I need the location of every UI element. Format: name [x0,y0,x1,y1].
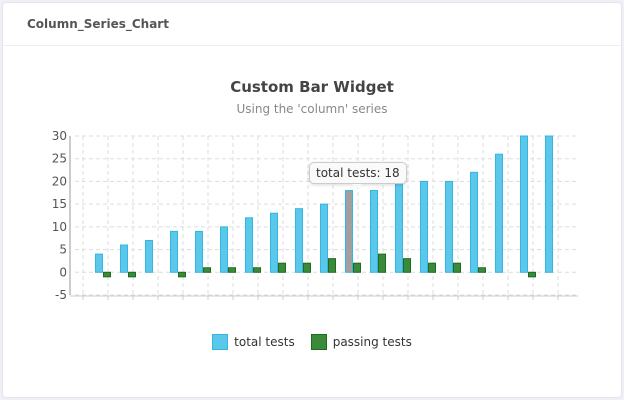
tooltip: total tests: 18 [309,162,407,189]
y-tick-label: 5 [59,243,67,257]
y-tick-label: 10 [52,220,67,234]
bar-passing-tests [478,267,486,273]
bar-passing-tests [328,258,336,273]
bar-total-tests [445,180,453,273]
bar-total-tests [495,153,503,273]
bar-total-tests [545,135,553,273]
y-tick-label: 20 [52,174,67,188]
bar-passing-tests [378,253,386,273]
y-tick-label: 25 [52,152,67,166]
chart-title: Custom Bar Widget [230,78,394,96]
bar-total-tests [420,180,428,273]
bar-passing-tests [278,262,286,273]
bar-passing-tests [353,262,361,273]
legend-item-passing-tests[interactable]: passing tests [310,334,412,350]
card-title: Column_Series_Chart [3,3,621,46]
bar-total-tests [270,212,278,273]
legend-swatch-total [212,334,229,350]
bar-total-tests [295,208,303,273]
bar-total-tests [345,190,353,273]
legend: total tests passing tests [0,334,624,350]
bar-passing-tests [303,262,311,273]
bar-passing-tests [428,262,436,273]
bar-total-tests [120,244,128,273]
chart-subtitle: Using the 'column' series [236,102,387,116]
legend-label: total tests [234,335,295,349]
bar-passing-tests [203,267,211,273]
legend-label: passing tests [332,335,412,349]
bar-total-tests [95,253,103,273]
y-tick-label: 15 [52,197,67,211]
y-tick-label: 30 [52,129,67,143]
bar-passing-tests [528,271,536,278]
bar-total-tests [395,180,403,273]
legend-item-total-tests[interactable]: total tests [212,334,295,350]
bar-total-tests [220,226,228,273]
legend-swatch-passing [310,334,327,350]
bar-passing-tests [103,271,111,278]
bar-total-tests [195,230,203,273]
bar-passing-tests [228,267,236,273]
bar-passing-tests [178,271,186,278]
bar-total-tests [170,230,178,273]
y-tick-label: -5 [55,288,67,302]
bar-passing-tests [253,267,261,273]
bar-total-tests [520,135,528,273]
bar-total-tests [370,190,378,273]
bar-total-tests [145,239,153,273]
bar-total-tests [320,203,328,273]
bar-passing-tests [403,258,411,273]
bar-passing-tests [128,271,136,278]
bar-total-tests [470,171,478,273]
y-tick-label: 0 [59,265,67,279]
bar-passing-tests [453,262,461,273]
bar-total-tests [245,217,253,273]
